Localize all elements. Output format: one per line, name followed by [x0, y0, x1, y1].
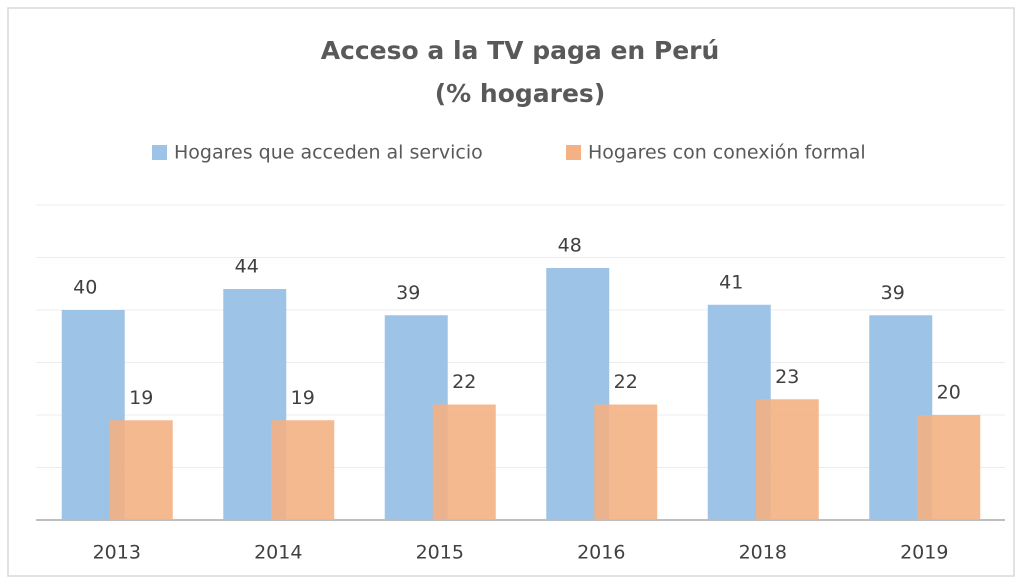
bar — [594, 404, 658, 520]
x-tick-label: 2019 — [900, 542, 948, 564]
bar — [271, 420, 335, 520]
data-label: 39 — [396, 282, 420, 304]
chart-border — [7, 7, 1015, 577]
data-label: 22 — [452, 371, 476, 393]
data-label: 40 — [73, 277, 97, 299]
x-tick-label: 2014 — [254, 542, 302, 564]
x-tick-label: 2013 — [93, 542, 141, 564]
x-tick-label: 2015 — [416, 542, 464, 564]
data-label: 19 — [129, 387, 153, 409]
data-label: 23 — [775, 366, 799, 388]
data-label: 20 — [937, 382, 961, 404]
legend-swatch — [566, 145, 581, 160]
legend-label: Hogares con conexión formal — [588, 142, 866, 164]
bar — [109, 420, 173, 520]
data-label: 44 — [235, 256, 259, 278]
bar — [917, 415, 981, 520]
legend-label: Hogares que acceden al servicio — [174, 142, 483, 164]
legend-swatch — [152, 145, 167, 160]
chart-title: Acceso a la TV paga en Perú — [321, 36, 720, 65]
x-tick-label: 2016 — [577, 542, 625, 564]
bar — [755, 399, 819, 520]
data-label: 39 — [881, 282, 905, 304]
data-label: 48 — [558, 235, 582, 257]
x-tick-label: 2018 — [739, 542, 787, 564]
data-label: 41 — [719, 271, 743, 293]
chart-subtitle: (% hogares) — [435, 79, 606, 108]
bar — [432, 404, 496, 520]
data-label: 19 — [291, 387, 315, 409]
data-label: 22 — [614, 371, 638, 393]
